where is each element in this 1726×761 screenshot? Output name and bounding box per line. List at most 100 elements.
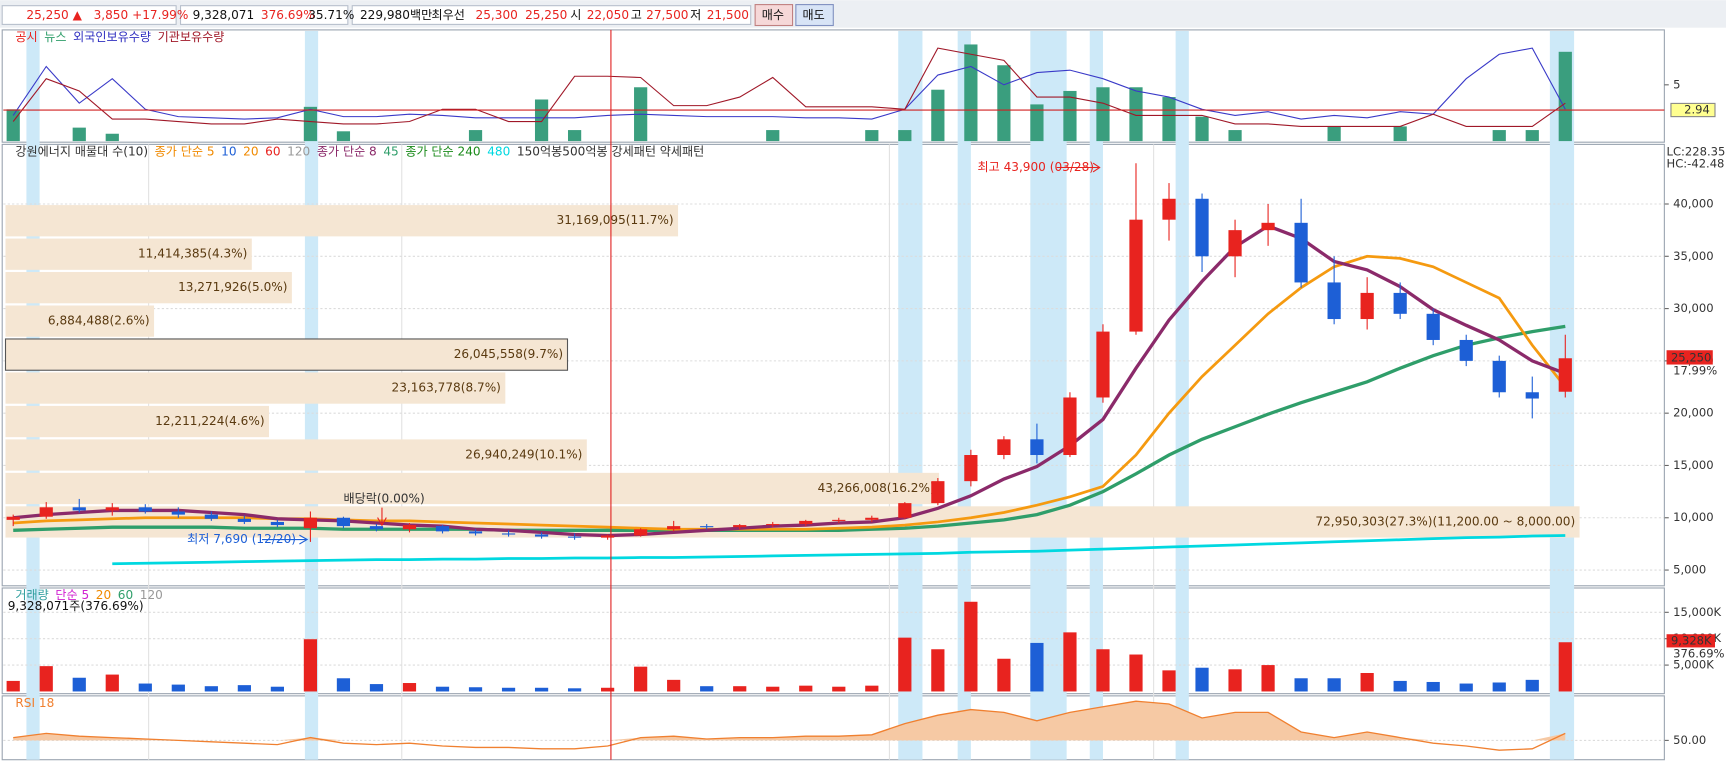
volume-bar: [1525, 679, 1539, 692]
candle-body: [336, 517, 351, 527]
volume-bar: [1228, 669, 1242, 692]
volume-bar: [336, 678, 351, 692]
volume-bar: [138, 683, 152, 692]
volume-profile-bar: [5, 372, 506, 404]
header-box: [1, 5, 177, 25]
volume-bar: [667, 679, 681, 692]
y-tick-label: 20,000: [1673, 406, 1713, 420]
indicator-bar: [1228, 130, 1242, 142]
candle-body: [931, 481, 945, 504]
legend-entry: 기관보유수량: [158, 30, 225, 44]
candle-body: [1063, 397, 1077, 456]
y-tick-label: 10,000: [1673, 510, 1713, 524]
candle-body: [700, 526, 714, 528]
volume-bar: [369, 684, 384, 692]
volume-profile-label: 72,950,303(27.3%)(11,200.00 ~ 8,000.00): [1315, 514, 1575, 528]
volume-profile-bar: [5, 305, 155, 337]
legend-entry: 뉴스: [44, 30, 66, 44]
candle-body: [1525, 392, 1539, 399]
volume-bar: [1261, 665, 1275, 692]
sell-button-label[interactable]: 매도: [802, 8, 824, 22]
header-box: [179, 5, 349, 25]
header-change: 3,850: [94, 8, 129, 22]
indicator-bar: [1327, 126, 1341, 142]
volume-bar: [766, 686, 780, 692]
y-tick-label: 5,000: [1673, 563, 1706, 577]
sell-button[interactable]: [795, 4, 834, 27]
volume-bar: [832, 686, 846, 692]
candle-body: [1426, 313, 1440, 340]
high-annotation: 최고 43,900 (03/28): [977, 160, 1094, 174]
volume-bar: [1459, 683, 1473, 692]
volume-profile-label: 43,266,008(16.2%): [818, 481, 935, 495]
volume-bar: [303, 639, 318, 692]
indicator-bar: [1129, 87, 1143, 142]
volume-profile-label: 23,163,778(8.7%): [392, 381, 501, 395]
indicator-bar: [931, 89, 945, 142]
indicator-bar: [72, 127, 86, 142]
reference-tag: [1670, 102, 1716, 118]
reference-label: 2.94: [1684, 103, 1710, 117]
indicator-bar: [1393, 126, 1407, 142]
header-low: 21,500: [707, 8, 749, 22]
low-annotation: 최저 7,690 (12/20): [187, 532, 296, 546]
legend-entry: 60: [118, 588, 133, 602]
volume-bar: [1393, 680, 1407, 692]
y-tick-label: 50.00: [1673, 733, 1706, 747]
header-ask: 25,300: [476, 8, 518, 22]
volume-profile-label: 26,045,558(9.7%): [454, 347, 563, 361]
header-label: 고: [631, 8, 642, 22]
volume-bar: [567, 688, 582, 692]
candle-body: [1492, 360, 1506, 393]
volume-profile-bar: [5, 506, 1580, 538]
volume-bar: [534, 687, 549, 692]
candle-body: [733, 525, 747, 528]
hc-label: HC:-42.48: [1667, 157, 1725, 171]
volume-subtitle: 9,328,071주(376.69%): [8, 599, 144, 613]
lc-label: LC:228.35: [1667, 145, 1726, 159]
volume-bar: [1294, 678, 1308, 692]
buy-button[interactable]: [754, 4, 794, 27]
header-label: 저: [690, 8, 701, 22]
volume-bar: [601, 687, 615, 692]
legend-entry: 480: [487, 145, 510, 159]
buy-button-label[interactable]: 매수: [762, 8, 784, 22]
legend-entry: 60: [265, 145, 280, 159]
candle-body: [634, 529, 648, 536]
indicator-bar: [534, 99, 549, 142]
header-box: [351, 5, 752, 25]
volume-bar: [700, 686, 714, 692]
volume-bar: [1162, 670, 1176, 692]
candle-body: [6, 516, 20, 520]
volume-ratio-label: 376.69%: [1673, 647, 1724, 661]
volume-bar: [1426, 681, 1440, 692]
volume-profile-bar: [5, 272, 292, 304]
legend-entry: 120: [287, 145, 310, 159]
candle-body: [1294, 222, 1308, 283]
volume-bar: [402, 683, 417, 692]
candle-body: [1195, 198, 1209, 257]
volume-tag: [1666, 634, 1715, 648]
indicator-bar: [1525, 130, 1539, 142]
legend-entry: 외국인보유수량: [73, 30, 151, 44]
volume-profile-bar: [5, 205, 679, 237]
candle-body: [1228, 230, 1242, 257]
legend-entry: 20: [243, 145, 258, 159]
candle-body: [72, 507, 86, 511]
panel-frame: [1, 143, 1665, 587]
signal-column: [957, 31, 971, 760]
y-tick-label: 5,000K: [1673, 658, 1714, 672]
header-high: 27,500: [646, 8, 688, 22]
indicator-line: [12, 47, 1566, 127]
volume-bar: [1327, 678, 1341, 692]
volume-bar: [1129, 654, 1143, 692]
volume-bar: [1030, 642, 1044, 692]
volume-profile-label: 6,884,488(2.6%): [48, 314, 150, 328]
candle-body: [468, 531, 483, 534]
candle-body: [1558, 358, 1572, 392]
legend-entry: 거래량: [15, 588, 48, 602]
legend-entry: 20: [96, 588, 111, 602]
candle-body: [799, 520, 813, 525]
volume-bar: [1492, 682, 1506, 692]
